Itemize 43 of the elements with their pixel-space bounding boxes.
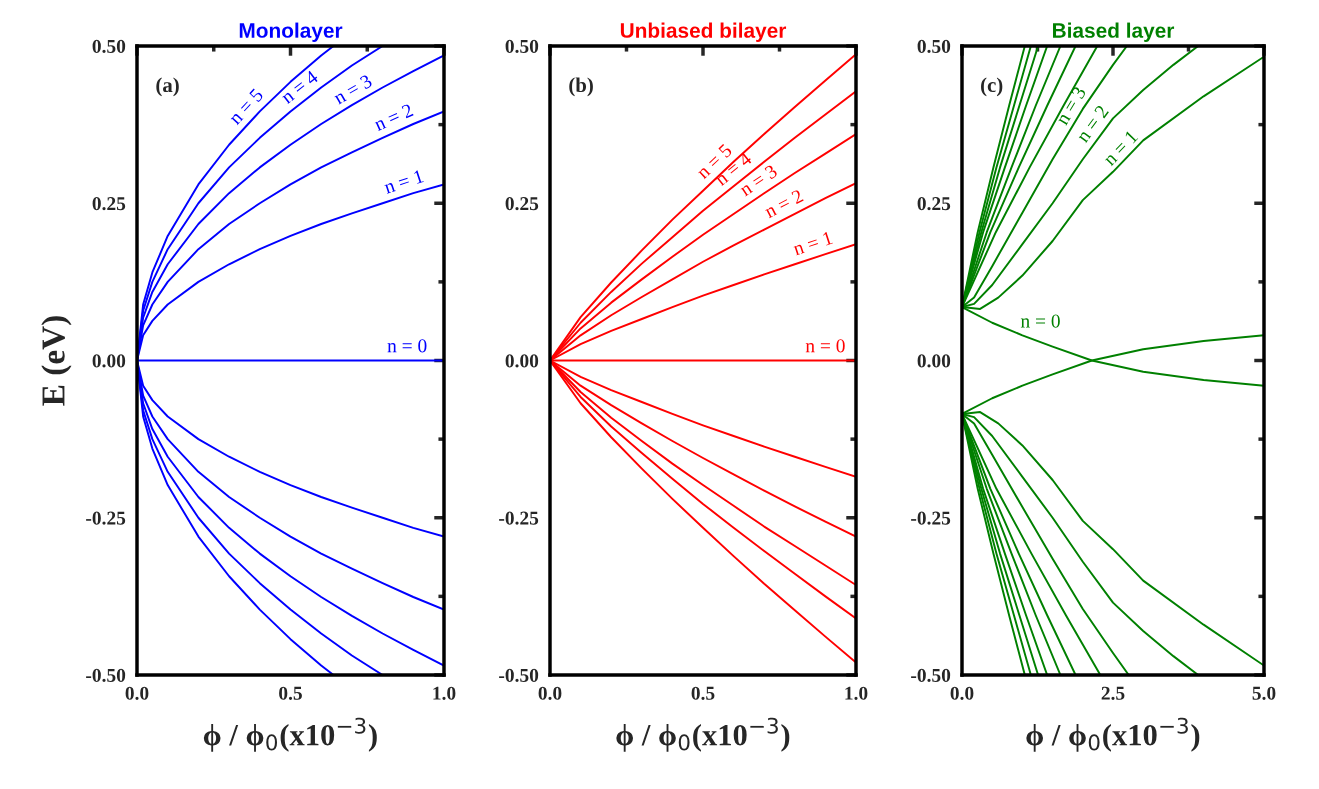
x-axis-title: ϕ / ϕ$_{0}$(x10$^{−3}$) — [203, 717, 377, 752]
y-tick-label: -0.25 — [86, 511, 126, 525]
y-tick-label: 0.25 — [92, 197, 126, 211]
x-tick-label: 0.5 — [279, 686, 302, 700]
y-tick-label: 0.00 — [505, 354, 539, 368]
x-tick-label: 5.0 — [1252, 686, 1276, 700]
annotation: n = 4 — [279, 69, 319, 105]
x-axis-title: ϕ / ϕ$_{0}$(x10$^{−3}$) — [616, 717, 790, 752]
y-tick-label: -0.50 — [499, 668, 539, 683]
x-tick-label: 0.0 — [950, 686, 974, 700]
y-tick-label: 0.25 — [917, 197, 951, 211]
annotation: n = 1 — [383, 169, 424, 194]
y-tick-label: 0.50 — [917, 39, 951, 54]
annotation: n = 0 — [387, 339, 427, 353]
y-tick-label: 0.00 — [92, 354, 126, 368]
chart-title: Unbiased bilayer — [620, 22, 787, 42]
x-tick-label: 0.5 — [691, 686, 715, 700]
annotation: n = 3 — [332, 74, 373, 105]
annotation: (a) — [156, 77, 179, 97]
annotation: n = 2 — [373, 103, 414, 132]
y-tick-label: 0.50 — [92, 39, 126, 54]
annotation: n = 5 — [227, 87, 264, 126]
annotation: n = 0 — [805, 339, 845, 353]
chart-title: Monolayer — [239, 22, 343, 42]
y-tick-label: 0.50 — [505, 39, 539, 54]
chart-title: Biased layer — [1053, 22, 1175, 42]
annotation: n = 0 — [1020, 314, 1060, 328]
y-tick-label: 0.25 — [505, 197, 539, 211]
x-tick-label: 1.0 — [845, 686, 868, 700]
y-tick-label: -0.50 — [911, 668, 951, 683]
y-axis-title: E (eV) — [41, 316, 72, 406]
y-tick-label: -0.25 — [499, 511, 539, 525]
y-tick-label: -0.50 — [86, 668, 126, 683]
x-tick-label: 2.5 — [1101, 686, 1125, 700]
y-tick-label: 0.00 — [917, 354, 951, 368]
annotation: (b) — [569, 77, 593, 97]
x-tick-label: 0.0 — [125, 686, 149, 700]
annotation: n = 1 — [792, 231, 833, 256]
annotation: (c) — [981, 77, 1003, 97]
y-tick-label: -0.25 — [911, 511, 951, 525]
x-tick-label: 0.0 — [538, 686, 562, 700]
x-tick-label: 1.0 — [433, 686, 456, 700]
x-axis-title: ϕ / ϕ$_{0}$(x10$^{−3}$) — [1026, 717, 1200, 752]
